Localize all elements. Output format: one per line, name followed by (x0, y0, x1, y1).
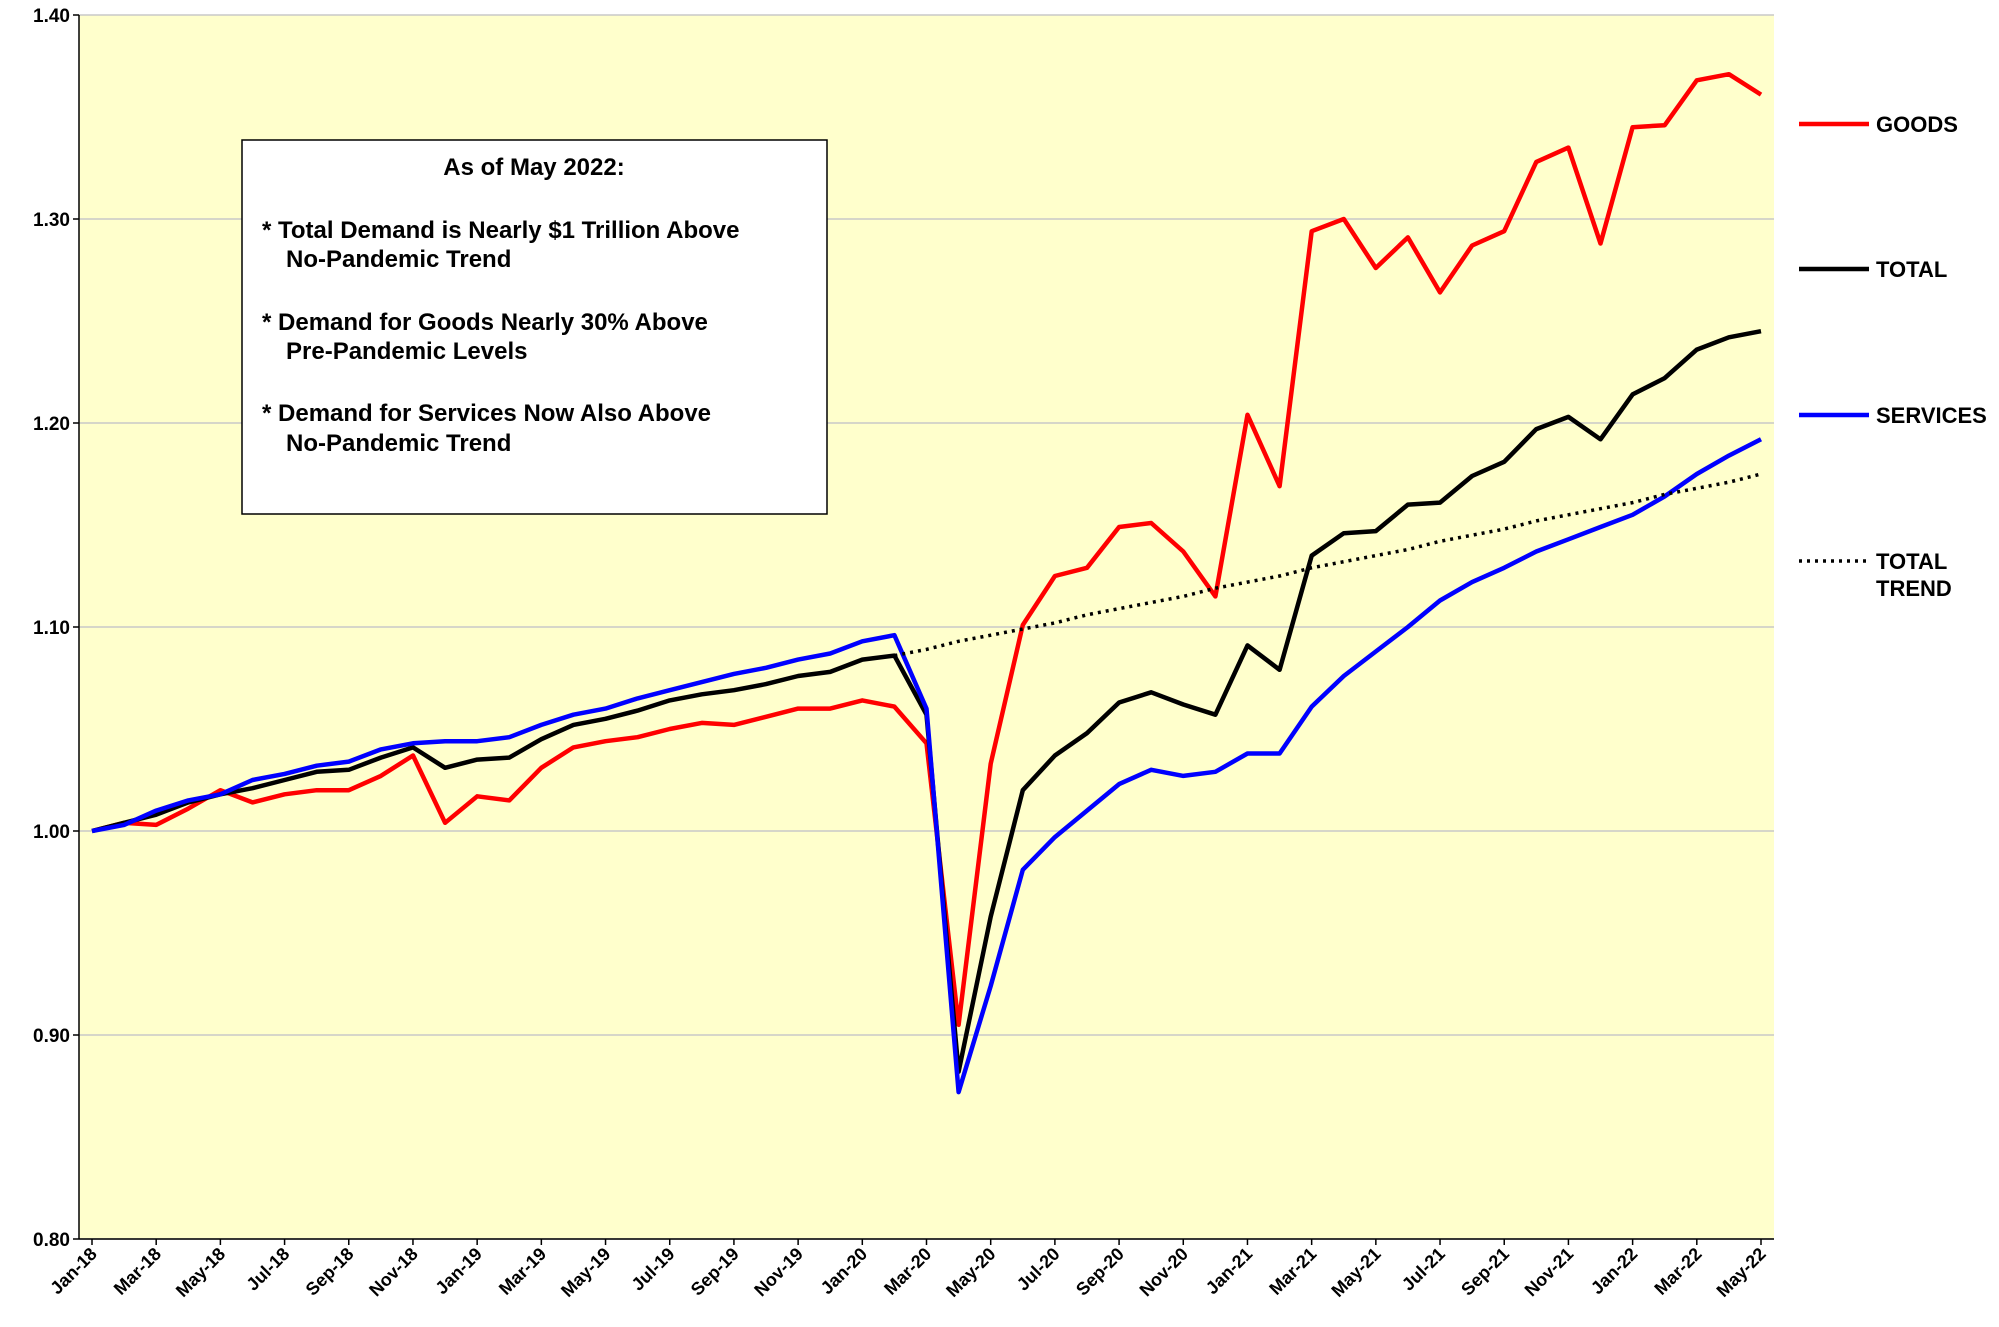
x-tick-label: Nov-19 (750, 1244, 807, 1301)
y-tick-label: 1.30 (33, 210, 70, 231)
y-tick-label: 1.10 (33, 618, 70, 639)
annotation-box (241, 139, 828, 515)
x-tick-label: Jan-18 (46, 1244, 100, 1298)
x-tick-label: Nov-20 (1136, 1244, 1193, 1301)
annotation-line: * Demand for Services Now Also Above (262, 400, 711, 427)
x-tick-label: Jul-19 (628, 1244, 679, 1295)
annotation-line: * Demand for Goods Nearly 30% Above (262, 309, 708, 336)
x-tick-label: May-22 (1713, 1244, 1770, 1301)
x-tick-label: Jan-19 (432, 1244, 486, 1298)
x-tick-label: Jul-20 (1013, 1244, 1064, 1295)
x-tick-label: Jan-21 (1202, 1244, 1256, 1298)
annotation-line: No-Pandemic Trend (286, 430, 511, 457)
y-tick-label: 0.80 (33, 1230, 70, 1251)
x-tick-label: Sep-19 (687, 1244, 743, 1300)
x-tick-label: Sep-20 (1072, 1244, 1128, 1300)
annotation-line: * Total Demand is Nearly $1 Trillion Abo… (262, 217, 739, 244)
y-tick-label: 1.40 (33, 6, 70, 27)
x-tick-label: Sep-21 (1457, 1244, 1513, 1300)
x-tick-label: Mar-19 (495, 1244, 550, 1299)
legend-label: TOTAL (1876, 257, 1948, 282)
annotation-line: No-Pandemic Trend (286, 246, 511, 273)
x-tick-label: Jul-21 (1398, 1244, 1449, 1295)
x-tick-label: Mar-21 (1265, 1244, 1320, 1299)
x-tick-label: Jul-18 (242, 1244, 293, 1295)
x-tick-label: Sep-18 (302, 1244, 358, 1300)
series-line (91, 71, 1763, 1028)
x-tick-label: Jan-20 (817, 1244, 871, 1298)
legend-label: SERVICES (1876, 403, 1987, 428)
series-line (91, 437, 1763, 1095)
x-tick-label: May-19 (557, 1244, 614, 1301)
x-tick-label: May-18 (172, 1244, 229, 1301)
x-tick-label: Nov-18 (365, 1244, 422, 1301)
legend-label: GOODS (1876, 112, 1958, 137)
x-tick-label: Nov-21 (1521, 1244, 1578, 1301)
x-tick-label: May-21 (1327, 1244, 1384, 1301)
x-tick-label: Mar-22 (1650, 1244, 1705, 1299)
series-line (894, 472, 1762, 658)
x-tick-label: Jan-22 (1587, 1244, 1641, 1298)
x-tick-label: May-20 (942, 1244, 999, 1301)
annotation-title: As of May 2022: (443, 154, 624, 181)
y-tick-label: 1.20 (33, 414, 70, 435)
annotation-line: Pre-Pandemic Levels (286, 338, 527, 365)
legend-label: TOTAL TREND (1876, 549, 1952, 601)
y-tick-label: 1.00 (33, 822, 70, 843)
y-tick-label: 0.90 (33, 1026, 70, 1047)
x-tick-label: Mar-18 (110, 1244, 165, 1299)
x-tick-label: Mar-20 (880, 1244, 935, 1299)
